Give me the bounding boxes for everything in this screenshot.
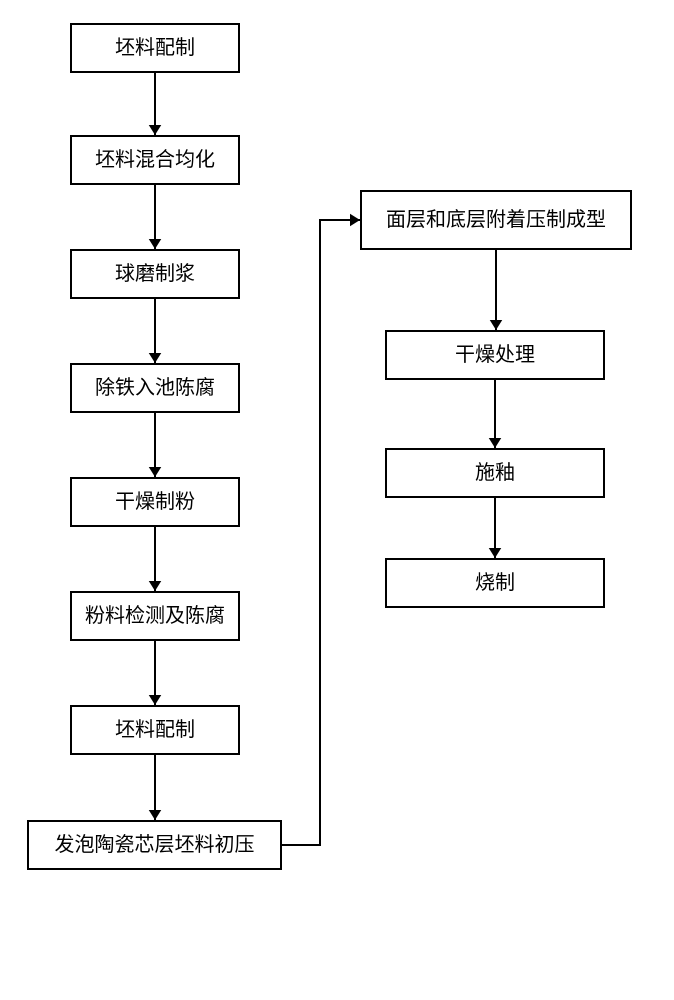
flow-node-n8: 发泡陶瓷芯层坯料初压	[27, 820, 282, 870]
flow-node-label: 烧制	[475, 570, 515, 596]
flow-node-label: 坯料混合均化	[95, 147, 215, 173]
flow-node-n1: 坯料配制	[70, 23, 240, 73]
flow-node-n6: 粉料检测及陈腐	[70, 591, 240, 641]
flow-node-n2: 坯料混合均化	[70, 135, 240, 185]
flow-node-label: 坯料配制	[115, 35, 195, 61]
flow-node-n3: 球磨制浆	[70, 249, 240, 299]
flow-node-label: 干燥处理	[455, 342, 535, 368]
flow-node-n9: 面层和底层附着压制成型	[360, 190, 632, 250]
flow-node-label: 球磨制浆	[115, 261, 195, 287]
flow-node-label: 施釉	[475, 460, 515, 486]
flow-node-label: 坯料配制	[115, 717, 195, 743]
flow-node-label: 除铁入池陈腐	[95, 375, 215, 401]
flow-node-label: 面层和底层附着压制成型	[386, 207, 606, 233]
flow-node-n7: 坯料配制	[70, 705, 240, 755]
flow-node-n4: 除铁入池陈腐	[70, 363, 240, 413]
flow-node-label: 干燥制粉	[115, 489, 195, 515]
flow-node-n12: 烧制	[385, 558, 605, 608]
flow-node-label: 发泡陶瓷芯层坯料初压	[55, 832, 255, 858]
flow-node-n10: 干燥处理	[385, 330, 605, 380]
flow-node-n5: 干燥制粉	[70, 477, 240, 527]
flow-node-label: 粉料检测及陈腐	[85, 603, 225, 629]
flow-node-n11: 施釉	[385, 448, 605, 498]
